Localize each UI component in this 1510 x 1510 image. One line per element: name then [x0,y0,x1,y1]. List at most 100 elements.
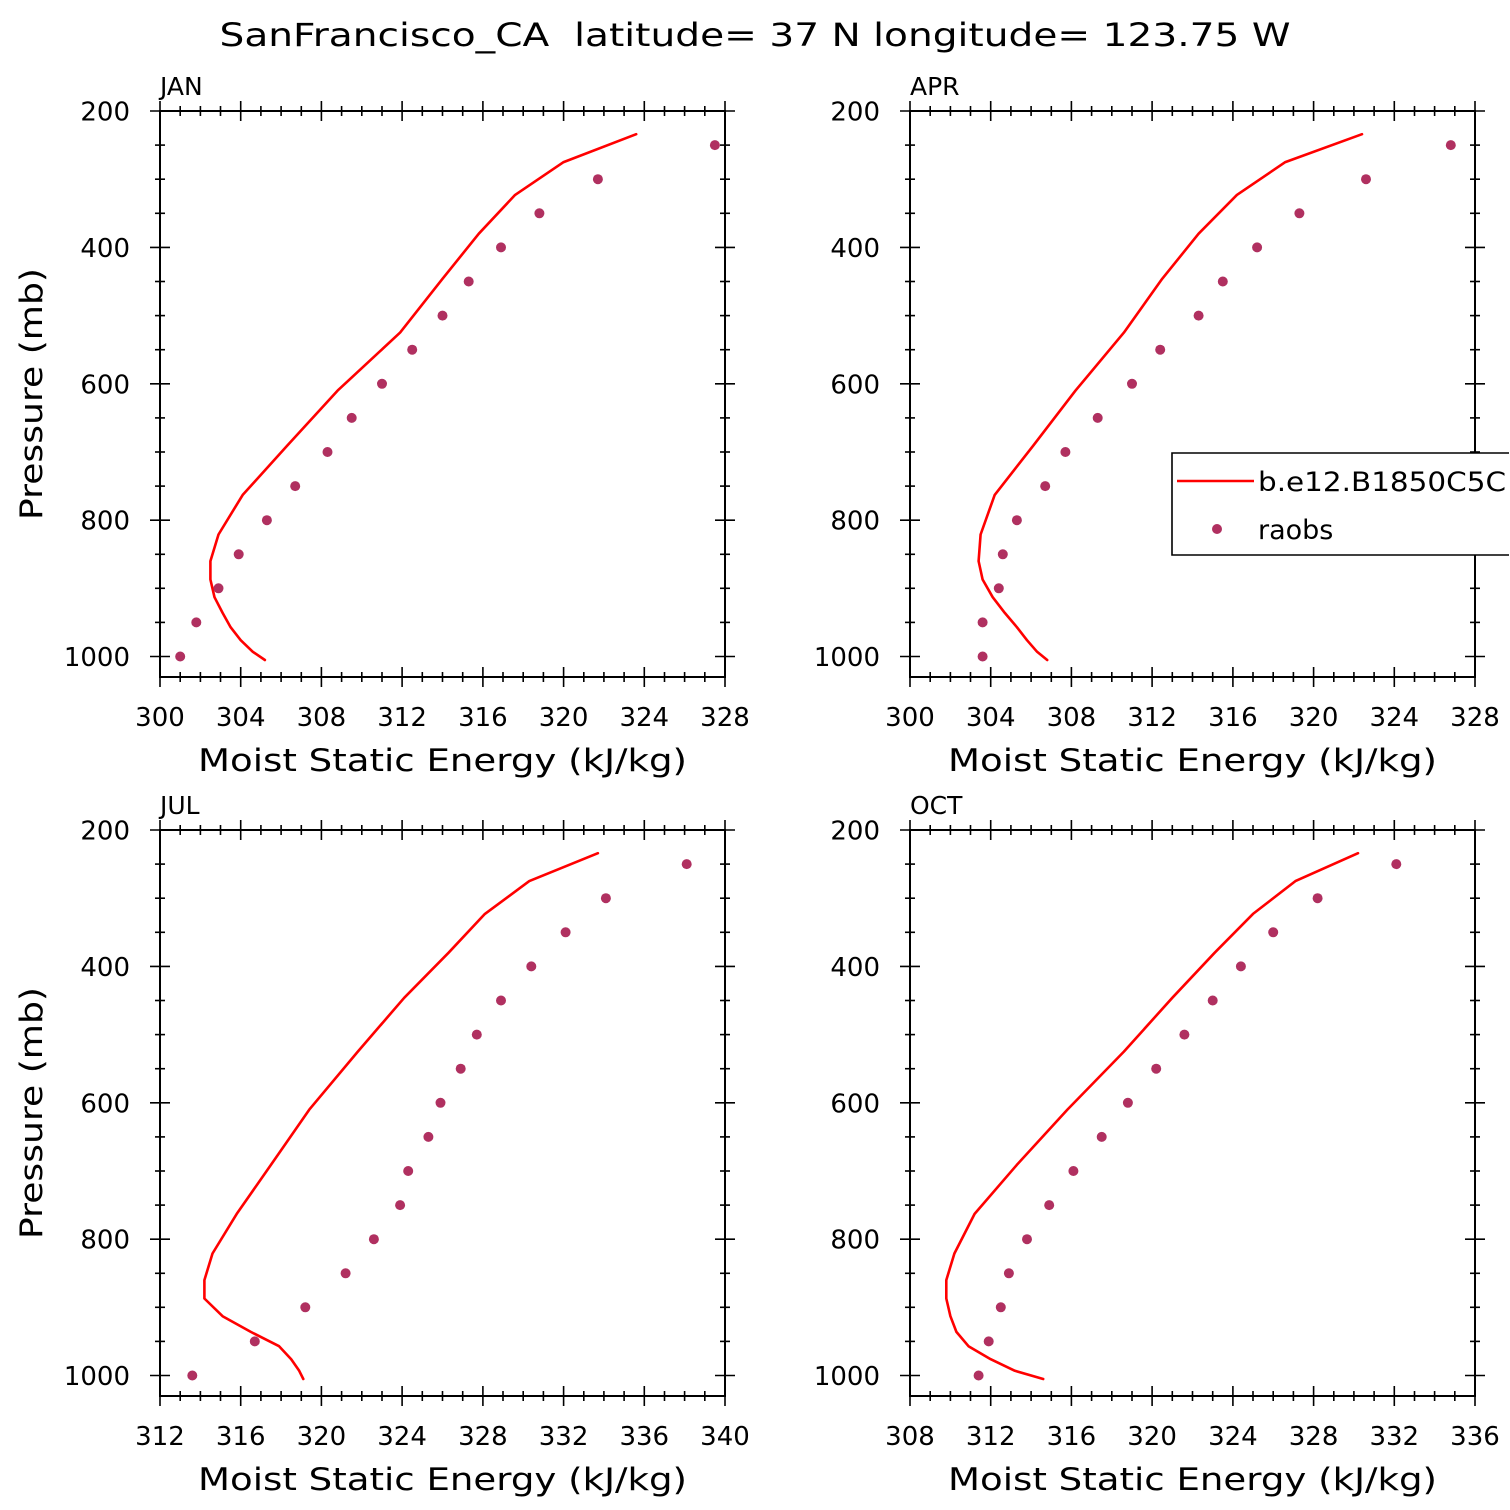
y-tick-label: 200 [80,817,130,847]
x-tick-label: 324 [1208,1422,1258,1452]
raobs-points [973,859,1402,1381]
x-tick-label: 340 [700,1422,750,1452]
y-tick-label: 1000 [814,1362,880,1392]
y-tick-label: 1000 [64,643,130,673]
tick-marks [900,820,1485,1406]
y-tick-label: 800 [80,507,130,537]
x-tick-label: 304 [216,703,266,733]
raobs-point [1391,859,1402,870]
x-tick-label: 304 [966,703,1016,733]
y-tick-label: 1000 [64,1362,130,1392]
raobs-point [455,1063,466,1074]
raobs-point [1022,1234,1032,1245]
raobs-point [1068,1166,1079,1176]
x-tick-label: 312 [135,1422,185,1452]
x-tick-label: 316 [458,703,508,733]
raobs-point [407,344,418,355]
raobs-point [437,310,448,321]
raobs-point [300,1302,311,1313]
x-tick-label: 316 [1208,703,1258,733]
raobs-point [322,447,333,457]
raobs-point [993,583,1004,594]
raobs-point [261,515,272,526]
x-tick-label: 320 [539,703,589,733]
x-tick-label: 320 [297,1422,347,1452]
y-tick-label: 600 [830,370,880,400]
y-tick-label: 800 [80,1226,130,1256]
raobs-point [290,481,301,492]
y-tick-label: 200 [830,98,880,128]
x-tick-label: 300 [135,703,185,733]
raobs-point [1122,1097,1133,1108]
raobs-point [340,1268,351,1279]
raobs-point [1217,276,1228,287]
raobs-point [1155,344,1166,355]
raobs-point [1151,1063,1162,1074]
panel-title: JAN [158,72,203,101]
raobs-point [1127,378,1137,389]
raobs-point [1361,174,1371,185]
raobs-point [1096,1131,1107,1142]
raobs-point [368,1234,379,1245]
raobs-points [187,859,692,1381]
raobs-point [187,1370,198,1381]
x-tick-label: 312 [966,1422,1016,1452]
legend-label: raobs [1258,515,1333,546]
x-tick-label: 328 [1450,703,1500,733]
legend-background [1172,453,1510,555]
raobs-point [463,276,474,287]
raobs-point [977,617,988,628]
raobs-point [1252,242,1263,253]
raobs-point [346,412,357,423]
raobs-point [496,995,506,1006]
y-tick-label: 400 [830,234,880,264]
y-tick-label: 800 [830,507,880,537]
raobs-point [175,651,186,662]
tick-marks [900,101,1485,687]
raobs-point [1011,515,1022,526]
raobs-point [213,583,224,594]
raobs-point [191,617,202,628]
x-tick-label: 320 [1127,1422,1177,1452]
x-tick-label: 308 [885,1422,935,1452]
panel-title: OCT [910,791,963,820]
x-tick-label: 324 [377,1422,427,1452]
tick-marks [150,820,735,1406]
y-tick-label: 400 [80,234,130,264]
y-tick-label: 200 [80,98,130,128]
y-tick-label: 800 [830,1226,880,1256]
x-axis-label: Moist Static Energy (kJ/kg) [948,743,1437,779]
raobs-point [681,859,692,870]
y-tick-label: 400 [80,953,130,983]
raobs-point [1193,310,1204,321]
raobs-point [395,1200,406,1211]
x-tick-label: 336 [1450,1422,1500,1452]
raobs-point [496,242,506,253]
raobs-point [995,1302,1006,1313]
raobs-point [1294,208,1305,219]
y-axis-label: Pressure (mb) [14,268,50,520]
panel-title: JUL [158,791,200,820]
legend-marker-swatch [1212,524,1222,534]
x-tick-label: 316 [1047,1422,1097,1452]
raobs-point [1092,412,1103,423]
y-tick-label: 600 [80,370,130,400]
raobs-point [600,893,611,904]
x-axis-label: Moist Static Energy (kJ/kg) [948,1462,1437,1498]
legend: b.e12.B1850C5C raobs [1171,452,1510,556]
y-tick-label: 600 [80,1089,130,1119]
model-profile-line [209,132,638,662]
raobs-point [983,1336,994,1347]
raobs-points [175,140,720,662]
raobs-point [471,1029,482,1040]
raobs-point [534,208,545,219]
raobs-point [1312,893,1323,904]
raobs-point [1268,927,1279,938]
raobs-point [1235,961,1246,972]
raobs-point [973,1370,984,1381]
x-tick-label: 328 [458,1422,508,1452]
x-tick-label: 324 [1369,703,1419,733]
